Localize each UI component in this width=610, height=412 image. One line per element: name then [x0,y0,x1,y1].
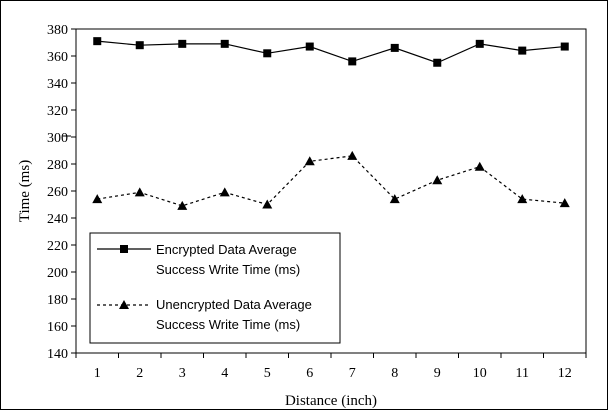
series-0-point-6 [305,42,314,51]
series-0-point-5 [263,49,272,58]
series-1-point-8 [389,194,400,204]
series-1-point-3 [177,200,188,210]
x-tick-label-1: 1 [94,366,101,381]
series-1-point-12 [559,198,570,208]
series-line-0 [97,40,565,64]
series-layer [92,37,570,210]
series-1-point-2 [134,187,145,197]
x-tick-label-9: 9 [434,366,441,381]
series-1-point-5 [262,199,273,209]
y-tick-label-380: 380 [47,23,68,38]
legend-label-unencrypted-line1: Unencrypted Data Average [156,297,312,312]
x-tick-label-5: 5 [264,366,271,381]
y-tick-label-260: 260 [47,185,68,200]
legend-marker-unencrypted [119,300,129,309]
series-1-point-4 [219,187,230,197]
series-1-point-11 [517,194,528,204]
x-tick-label-2: 2 [136,366,143,381]
series-0-point-7 [348,57,357,66]
x-tick-label-6: 6 [306,366,313,381]
series-1-point-6 [304,156,315,166]
x-tick-label-4: 4 [221,366,228,381]
y-tick-label-220: 220 [47,239,68,254]
series-1-point-1 [92,194,103,204]
legend: Encrypted Data Average Success Write Tim… [89,232,341,344]
series-0-point-4 [220,39,229,48]
y-tick-label-280: 280 [47,158,68,173]
x-axis-ticks: 1 2 3 4 5 6 7 8 9 10 11 12 [75,353,587,381]
series-0-point-11 [518,46,527,55]
series-1-point-10 [474,161,485,171]
series-0-point-10 [475,39,484,48]
x-tick-label-8: 8 [391,366,398,381]
legend-marker-encrypted [120,245,128,253]
series-0-point-8 [390,43,399,52]
x-axis-label: Distance (inch) [285,393,377,409]
legend-box [89,232,341,344]
y-axis-ticks: 140 160 180 200 220 240 260 280 300 320 340 360 380 [47,23,76,362]
y-tick-label-140: 140 [47,347,68,362]
series-0-point-2 [135,41,144,50]
y-tick-label-240: 240 [47,212,68,227]
y-tick-label-200: 200 [47,266,68,281]
legend-label-unencrypted-line2: Success Write Time (ms) [156,317,300,332]
y-tick-label-180: 180 [47,293,68,308]
series-0-point-12 [560,42,569,51]
x-tick-label-7: 7 [349,366,356,381]
legend-label-encrypted-line2: Success Write Time (ms) [156,262,300,277]
x-tick-label-12: 12 [558,366,572,381]
y-tick-label-320: 320 [47,104,68,119]
series-0-point-3 [178,39,187,48]
series-1-point-9 [432,175,443,185]
legend-label-encrypted-line1: Encrypted Data Average [156,242,297,257]
y-tick-label-360: 360 [47,50,68,65]
series-1-point-7 [347,150,358,160]
y-tick-label-300: 300 [47,131,68,146]
y-axis-label: Time (ms) [17,160,33,222]
x-tick-label-11: 11 [516,366,529,381]
y-tick-label-160: 160 [47,320,68,335]
y-tick-label-340: 340 [47,77,68,92]
series-0-point-1 [93,37,102,46]
series-0-point-9 [433,58,442,67]
x-tick-label-3: 3 [179,366,186,381]
series-line-1 [97,155,565,207]
x-tick-label-10: 10 [473,366,487,381]
